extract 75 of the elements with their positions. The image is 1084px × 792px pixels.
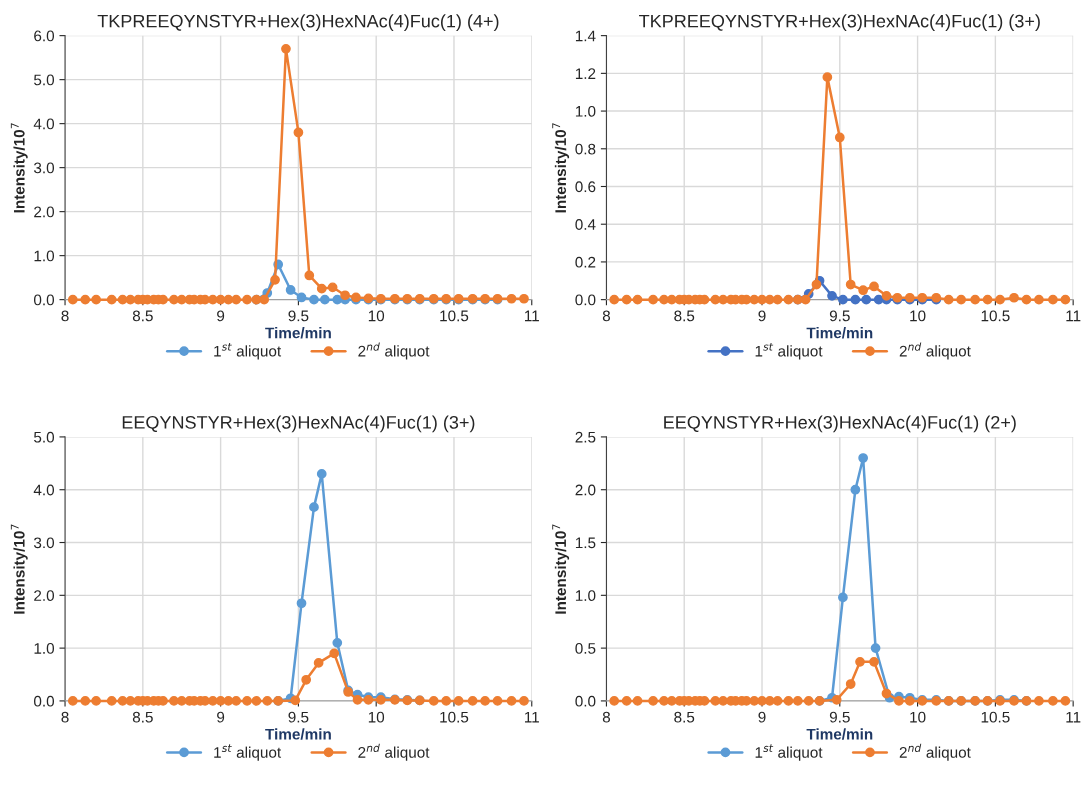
x-tick-label: 10.5 xyxy=(981,310,1010,322)
y-tick-label: 5.0 xyxy=(34,431,55,443)
legend-label: 1$^{st}$ aliquot xyxy=(214,343,282,360)
x-tick-label: 9 xyxy=(758,310,766,322)
y-tick-label: 3.0 xyxy=(33,537,55,549)
chart-title: EEQYNSTYR+Hex(3)HexNAc(4)Fuc(1) (2+) xyxy=(664,415,1016,433)
x-tick-label: 10.5 xyxy=(440,711,469,723)
y-tick-label: 0.4 xyxy=(575,219,596,230)
legend-label: 2$^{nd}$ aliquot xyxy=(899,743,971,761)
x-axis-title: Time/min xyxy=(265,728,331,740)
x-tick-label: 9.5 xyxy=(288,310,309,322)
x-tick-label: 10 xyxy=(368,711,385,723)
x-tick-label: 8 xyxy=(602,711,611,723)
x-tick-label: 11 xyxy=(524,310,539,322)
y-tick-label: 0.8 xyxy=(575,143,596,155)
y-tick-label: 5.0 xyxy=(34,74,55,86)
x-tick-label: 10.5 xyxy=(440,310,469,322)
x-tick-label: 10.5 xyxy=(981,711,1010,723)
x-axis-title: Time/min xyxy=(806,728,873,740)
y-tick-label: 1.5 xyxy=(575,537,596,549)
legend-label: 2$^{nd}$ aliquot xyxy=(358,342,430,360)
y-tick-label: 0.0 xyxy=(33,695,55,707)
x-tick-label: 10 xyxy=(368,310,385,322)
y-tick-label: 1.0 xyxy=(575,590,596,602)
x-tick-label: 8.5 xyxy=(132,310,153,322)
y-tick-label: 1.0 xyxy=(34,642,55,654)
x-axis-title: Time/min xyxy=(806,327,873,339)
y-tick-label: 1.4 xyxy=(575,30,596,42)
x-tick-label: 9.5 xyxy=(829,711,850,723)
y-tick-label: 6.0 xyxy=(34,30,55,42)
y-tick-label: 1.2 xyxy=(575,68,596,79)
chart-title: EEQYNSTYR+Hex(3)HexNAc(4)Fuc(1) (3+) xyxy=(122,415,475,433)
y-tick-label: 4.0 xyxy=(33,118,55,130)
x-tick-label: 9 xyxy=(758,711,766,723)
x-tick-label: 11 xyxy=(1066,310,1081,322)
x-tick-label: 9.5 xyxy=(829,310,850,322)
legend-label: 1$^{st}$ aliquot xyxy=(755,343,823,360)
x-tick-label: 10 xyxy=(910,310,926,322)
y-tick-label: 3.0 xyxy=(33,162,55,174)
x-tick-label: 8 xyxy=(602,310,611,322)
x-tick-label: 9 xyxy=(217,310,225,322)
y-tick-label: 1.0 xyxy=(34,250,55,262)
y-axis-title: Intensity/10$^{7}$ xyxy=(10,123,28,213)
y-axis-title: Intensity/10$^{7}$ xyxy=(10,524,28,614)
chart-title: TKPREEQYNSTYR+Hex(3)HexNAc(4)Fuc(1) (3+) xyxy=(639,14,1040,32)
legend-label: 2$^{nd}$ aliquot xyxy=(358,743,430,761)
chart-title: TKPREEQYNSTYR+Hex(3)HexNAc(4)Fuc(1) (4+) xyxy=(97,14,499,32)
y-tick-label: 4.0 xyxy=(33,484,55,496)
x-tick-label: 9.5 xyxy=(288,711,309,723)
legend-label: 1$^{st}$ aliquot xyxy=(214,744,282,761)
y-tick-label: 2.0 xyxy=(34,590,55,602)
x-tick-label: 8 xyxy=(61,310,69,322)
y-tick-label: 2.5 xyxy=(575,431,596,443)
x-tick-label: 8 xyxy=(61,711,69,723)
x-tick-label: 9 xyxy=(217,711,225,723)
y-tick-label: 0.0 xyxy=(575,695,596,707)
y-tick-label: 0.0 xyxy=(575,294,596,306)
y-tick-label: 1.0 xyxy=(575,105,596,117)
legend-label: 2$^{nd}$ aliquot xyxy=(899,342,971,360)
y-tick-label: 2.0 xyxy=(34,206,55,218)
legend-label: 1$^{st}$ aliquot xyxy=(755,744,823,761)
y-tick-label: 0.2 xyxy=(575,256,596,268)
y-tick-label: 0.6 xyxy=(575,181,596,193)
y-tick-label: 0.0 xyxy=(33,294,55,306)
y-axis-title: Intensity/10$^{7}$ xyxy=(552,123,570,213)
y-axis-title: Intensity/10$^{7}$ xyxy=(552,524,570,614)
x-axis-title: Time/min xyxy=(265,327,331,339)
y-tick-label: 2.0 xyxy=(575,484,596,496)
x-tick-label: 10 xyxy=(910,711,926,723)
x-tick-label: 11 xyxy=(524,711,539,723)
y-tick-label: 0.5 xyxy=(575,642,596,654)
x-tick-label: 8.5 xyxy=(674,711,695,723)
x-tick-label: 8.5 xyxy=(132,711,153,723)
x-tick-label: 11 xyxy=(1066,711,1081,723)
x-tick-label: 8.5 xyxy=(674,310,695,322)
